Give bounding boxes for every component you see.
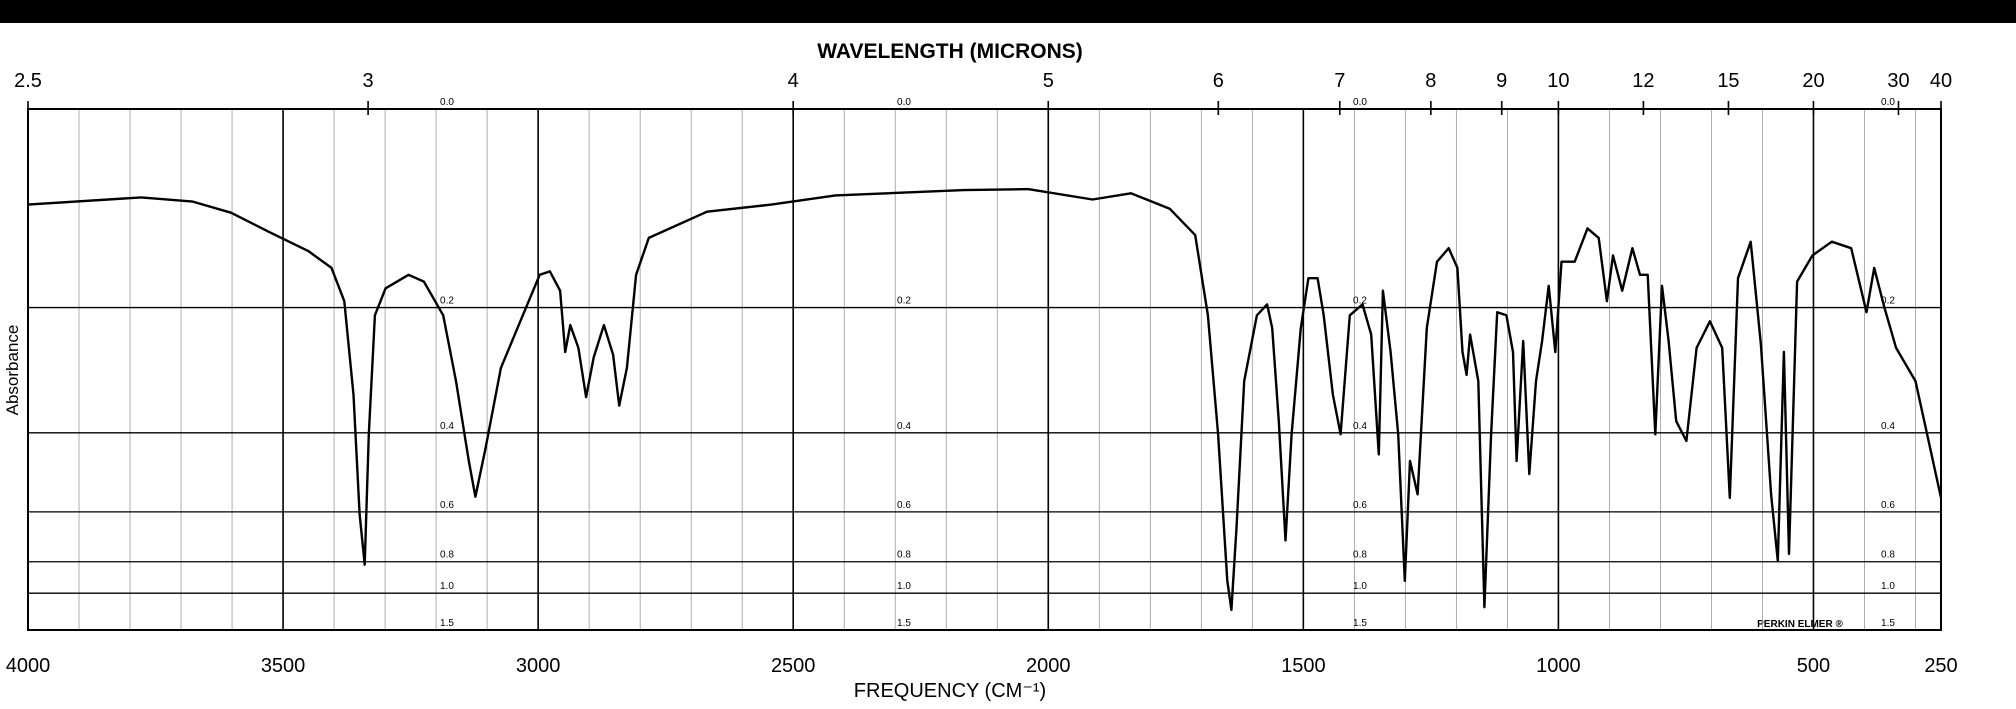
x-tick-label: 4000 <box>6 655 51 677</box>
y-tick-label: 0.0 <box>1881 97 1895 108</box>
y-tick-label: 0.2 <box>1353 296 1367 307</box>
spectrum-line <box>27 187 1943 612</box>
y-tick-label: 1.5 <box>1353 618 1367 629</box>
y-tick-label: 0.2 <box>440 296 454 307</box>
y-tick-label: 0.4 <box>897 421 911 432</box>
y-tick-label: 0.2 <box>1881 296 1895 307</box>
y-tick-label: 0.6 <box>1353 500 1367 511</box>
y-tick-label: 1.5 <box>1881 618 1895 629</box>
y-tick-label: 1.5 <box>440 618 454 629</box>
x2-tick-label: 3 <box>363 70 374 92</box>
y-tick-label: 1.0 <box>1353 581 1367 592</box>
y-tick-label: 1.0 <box>897 581 911 592</box>
x2-tick-label: 7 <box>1334 70 1345 92</box>
x2-tick-label: 2.5 <box>14 70 42 92</box>
y-tick-label: 0.4 <box>440 421 454 432</box>
y-tick-label: 0.8 <box>897 550 911 561</box>
y-tick-label: 0.2 <box>897 296 911 307</box>
x-tick-label: 500 <box>1797 655 1830 677</box>
x2-tick-label: 30 <box>1887 70 1909 92</box>
x-tick-label: 1000 <box>1536 655 1581 677</box>
y-tick-label: 0.6 <box>1881 500 1895 511</box>
x2-tick-label: 15 <box>1717 70 1739 92</box>
x2-tick-label: 5 <box>1043 70 1054 92</box>
x2-tick-label: 12 <box>1632 70 1654 92</box>
x2-tick-label: 8 <box>1425 70 1436 92</box>
x2-tick-label: 10 <box>1547 70 1569 92</box>
y-tick-label: 0.8 <box>1353 550 1367 561</box>
y-tick-label: 0.0 <box>897 97 911 108</box>
x-tick-label: 3500 <box>261 655 306 677</box>
x2-tick-label: 6 <box>1213 70 1224 92</box>
x-tick-label: 1500 <box>1281 655 1326 677</box>
annotation: PERKIN ELMER ® <box>1757 619 1843 630</box>
x2-tick-label: 4 <box>788 70 799 92</box>
x-tick-label: 250 <box>1924 655 1957 677</box>
x2-tick-label: 40 <box>1930 70 1952 92</box>
top-band <box>0 0 2016 23</box>
y-tick-label: 0.4 <box>1353 421 1367 432</box>
x-tick-label: 2500 <box>771 655 816 677</box>
y-tick-label: 0.0 <box>1353 97 1367 108</box>
y-tick-label: 1.0 <box>440 581 454 592</box>
x-tick-label: 2000 <box>1026 655 1071 677</box>
x2-axis-title: WAVELENGTH (MICRONS) <box>817 40 1083 63</box>
x2-tick-label: 20 <box>1802 70 1824 92</box>
x2-tick-label: 9 <box>1496 70 1507 92</box>
x-tick-label: 3000 <box>516 655 561 677</box>
y-tick-label: 0.8 <box>1881 550 1895 561</box>
y-tick-label: 1.5 <box>897 618 911 629</box>
y-axis-title: Absorbance <box>3 325 22 416</box>
y-tick-label: 0.4 <box>1881 421 1895 432</box>
y-tick-label: 0.6 <box>897 500 911 511</box>
plot-frame <box>27 108 1942 631</box>
y-tick-label: 1.0 <box>1881 581 1895 592</box>
y-tick-label: 0.0 <box>440 97 454 108</box>
x-axis-title: FREQUENCY (CM⁻¹) <box>854 680 1046 702</box>
y-tick-label: 0.6 <box>440 500 454 511</box>
y-tick-label: 0.8 <box>440 550 454 561</box>
